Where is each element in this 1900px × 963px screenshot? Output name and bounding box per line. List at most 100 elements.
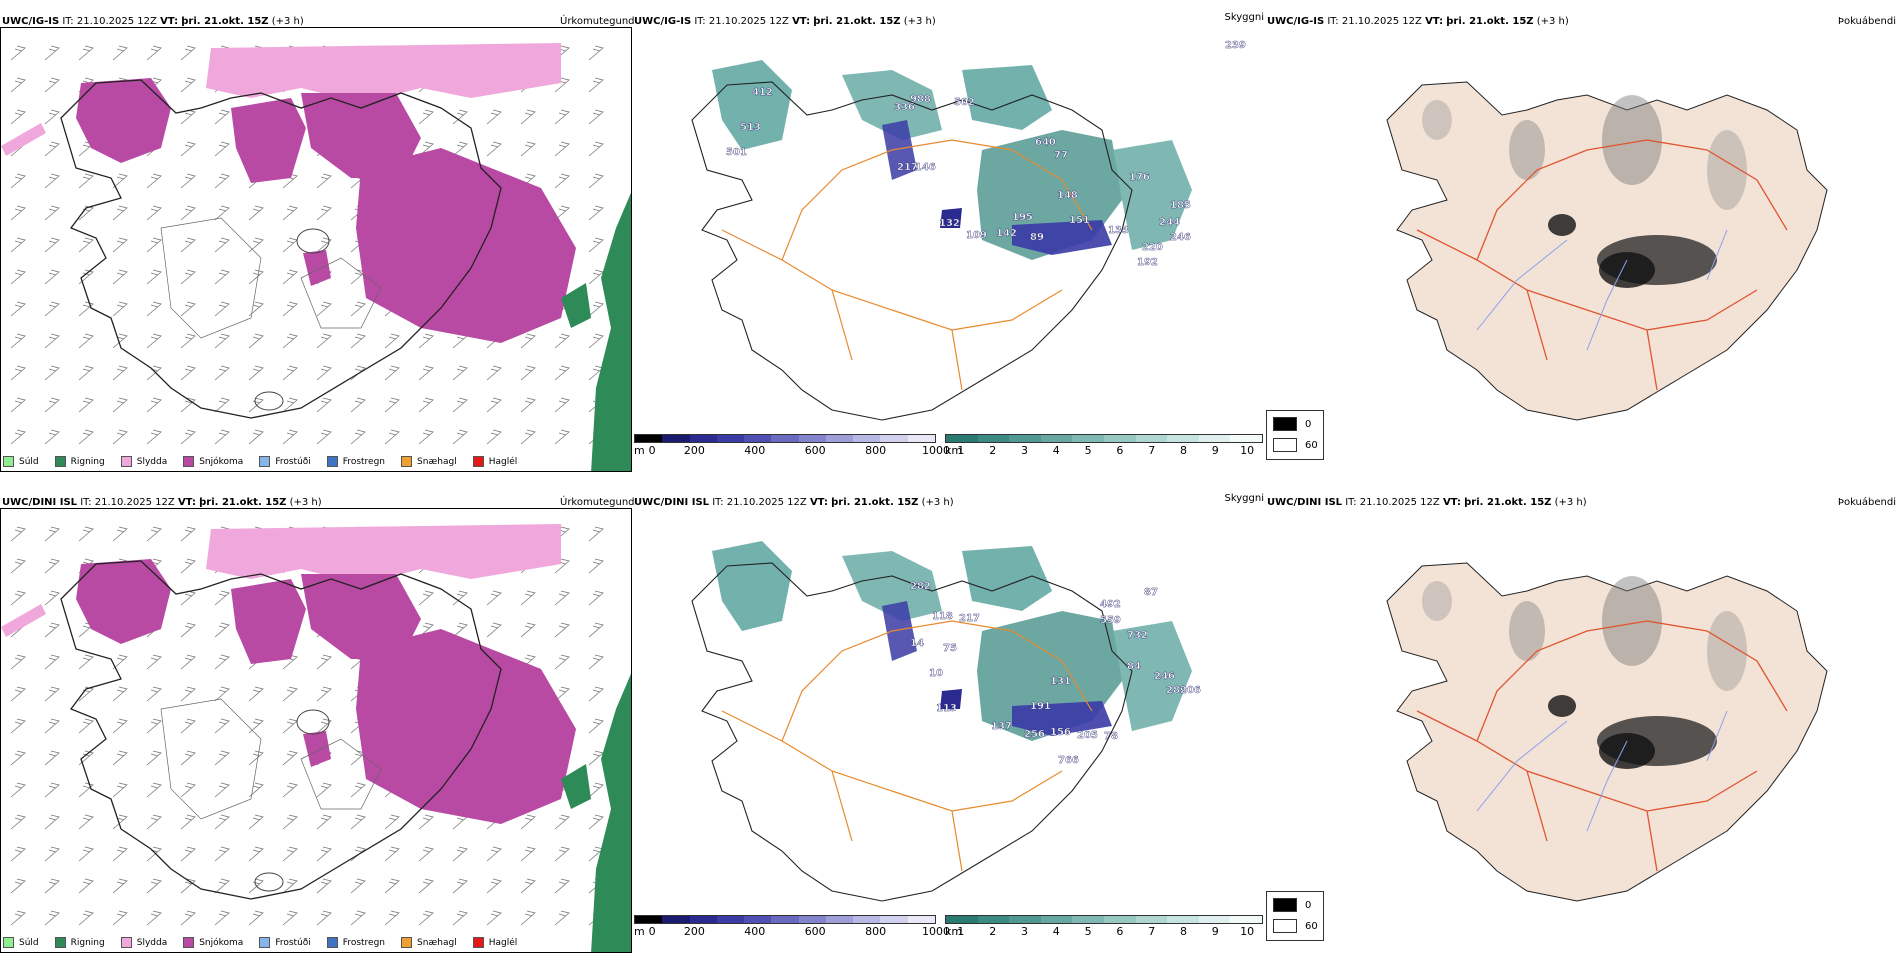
colorbar-segment [977,435,1010,442]
wind-barb [418,846,434,862]
wind-barb [418,814,434,830]
wind-barb [316,814,332,830]
wind-barb [214,654,230,670]
it-label: IT: [712,497,724,508]
wind-barb [486,622,502,638]
precip-legend-item: Haglél [472,937,528,948]
wind-barb [486,910,502,926]
wind-barb [180,526,196,542]
it-value: 21.10.2025 12Z [726,497,807,508]
wind-barb [282,333,298,349]
wind-barb [112,750,128,766]
wind-barb [214,397,230,413]
colorbar-segment [744,435,772,442]
wind-barb [316,654,332,670]
cloud-base-label: 988 [910,94,931,105]
wind-barb [180,397,196,413]
cloud-base-label: 412 [752,87,773,98]
wind-barb [214,173,230,189]
wind-barb [350,333,366,349]
rivers [1476,710,1728,832]
visibility-area [962,65,1052,130]
cloud-base-label: 131 [1050,676,1071,687]
wind-barb [44,365,60,381]
wind-barb [10,397,26,413]
wind-barb [146,269,162,285]
precip-legend-label: Snjókoma [199,937,244,948]
wind-barb [248,878,264,894]
precip-legend-label: Súld [19,937,39,948]
wind-barb [282,269,298,285]
wind-barb [588,301,604,317]
wind-barb [146,397,162,413]
wind-barb [112,237,128,253]
wind-barb [146,718,162,734]
wind-barb [588,590,604,606]
wind-barb [520,429,536,445]
cloud-base-label: 10 [929,668,943,679]
vt-label: VT: [1425,16,1444,27]
wind-barb [282,814,298,830]
colorbar-tick: 200 [683,925,705,938]
wind-barb [214,269,230,285]
vt-label: VT: [160,16,179,27]
it-value: 21.10.2025 12Z [76,16,157,27]
wind-barb [588,526,604,542]
colorbar-segment [825,916,854,923]
wind-barb [248,429,264,445]
wind-barb [350,301,366,317]
wind-barb [44,910,60,926]
colorbar-m-unit: m [634,444,645,457]
precip-legend-label: Snæhagl [417,456,457,467]
precip-legend-item: Frostúði [259,456,320,467]
cloud-base-label: 89 [1030,232,1044,243]
fog-legend-item: 60 [1273,438,1318,452]
wind-barb [418,910,434,926]
colorbar-segment [689,916,717,923]
visibility-area [712,60,792,150]
colorbar-tick: 200 [683,444,705,457]
wind-barb [554,654,570,670]
precip-legend-item: Snæhagl [401,937,467,948]
wind-barb [10,237,26,253]
precip-map-svg [1,43,631,471]
wind-barb [248,750,264,766]
wind-barb [248,397,264,413]
colorbar-segment [853,916,881,923]
wind-barb [44,654,60,670]
wind-barb [78,814,94,830]
colorbar-tick: 2 [989,925,997,938]
precip-legend-item: Rigning [54,937,115,948]
precip-legend-item: Súld [3,456,49,467]
wind-barb [282,237,298,253]
colorbar-km [945,915,1263,924]
snow-area [303,250,331,286]
wind-barb [452,141,468,157]
wind-barb [10,846,26,862]
precip-legend-label: Haglél [488,937,518,948]
precip-legend-swatch [54,937,66,948]
wind-barb [78,301,94,317]
wind-barb [350,782,366,798]
wind-barb [112,45,128,61]
wind-barb [486,397,502,413]
cloud-base-label: 239 [1225,40,1246,51]
visibility-area [712,541,792,631]
fog-legend-label: 60 [1305,439,1318,451]
sleet-area [1,123,46,156]
wind-barb [180,205,196,221]
rain-area [561,283,591,328]
cloud-base-area [882,120,917,180]
cloud-base-label: 156 [1050,727,1071,738]
wind-barb [418,878,434,894]
lead-time: (+3 h) [1554,497,1587,508]
wind-barb [180,878,196,894]
sleet-area [1,604,46,637]
precip-legend-label: Slydda [136,456,168,467]
wind-barb [214,365,230,381]
lead-time: (+3 h) [1536,16,1569,27]
wind-barb [10,910,26,926]
model-name: UWC/IG-IS [2,16,60,27]
colorbar-segment [1230,435,1262,442]
